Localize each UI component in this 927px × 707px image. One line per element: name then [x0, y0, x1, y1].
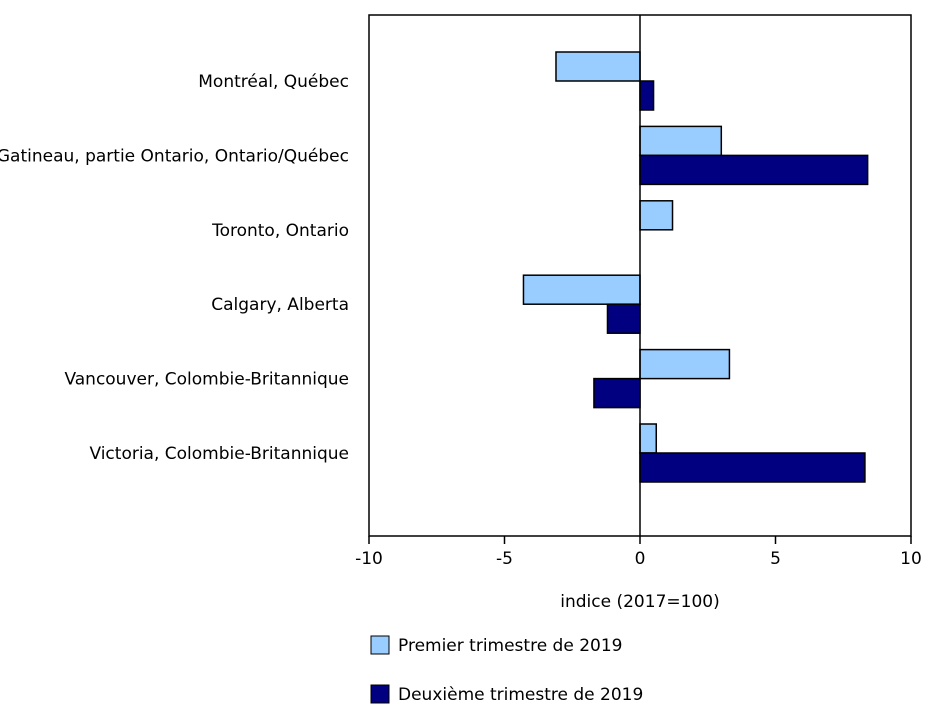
bar-series2-cat2 [639, 154, 869, 186]
bar-series2-cat1 [639, 80, 655, 111]
legend-swatch-2 [370, 684, 390, 704]
x-tick-label: 0 [635, 549, 646, 569]
x-axis-ticks: -10 -5 0 5 10 [355, 536, 922, 569]
category-label: Victoria, Colombie-Britannique [89, 444, 349, 464]
bar-series1-cat5 [639, 348, 731, 380]
category-label: Toronto, Ontario [211, 221, 349, 241]
category-label: Ottawa-Gatineau, partie Ontario, Ontario… [0, 146, 349, 166]
bar-series2-cat4 [606, 303, 641, 334]
bar-series1-cat1 [555, 51, 641, 82]
bar-series1-cat4 [522, 274, 641, 305]
legend-label-2: Deuxième trimestre de 2019 [398, 685, 643, 705]
category-label: Calgary, Alberta [211, 295, 349, 315]
x-tick-label: -5 [496, 549, 513, 569]
bar-series1-cat6 [639, 423, 658, 454]
legend-label-1: Premier trimestre de 2019 [398, 636, 622, 656]
x-axis-title: indice (2017=100) [560, 592, 719, 612]
legend-swatch-1 [370, 635, 390, 655]
x-tick-label: -10 [355, 549, 383, 569]
legend: Premier trimestre de 2019 Deuxième trimes… [370, 635, 643, 705]
category-label: Montréal, Québec [198, 72, 349, 92]
category-labels: Montréal, Québec Ottawa-Gatineau, partie … [0, 72, 349, 464]
bar-series2-cat5 [593, 377, 641, 409]
bar-series1-cat2 [639, 125, 723, 157]
x-tick-label: 5 [770, 549, 781, 569]
bar-series1-cat3 [639, 200, 674, 231]
bar-series2-cat6 [639, 452, 866, 483]
category-label: Vancouver, Colombie-Britannique [64, 370, 349, 390]
x-tick-label: 10 [900, 549, 922, 569]
bars-group [522, 51, 869, 483]
